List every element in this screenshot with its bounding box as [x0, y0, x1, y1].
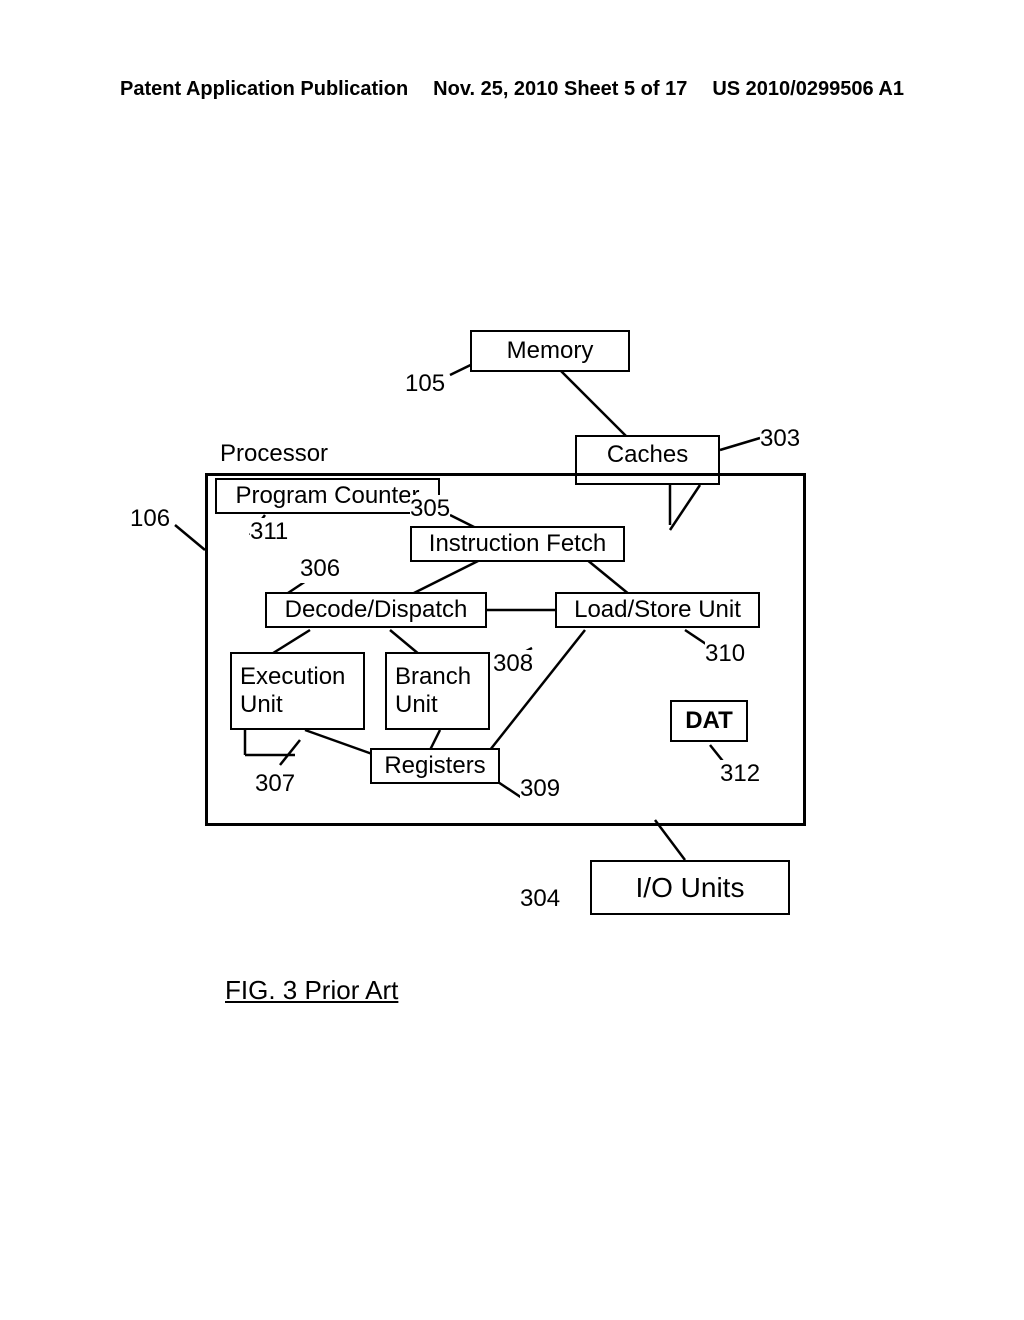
- ref-306: 306: [300, 555, 340, 583]
- dat-label: DAT: [685, 707, 733, 735]
- ifetch-label: Instruction Fetch: [429, 530, 606, 558]
- figure-label: FIG. 3 Prior Art: [225, 975, 398, 1006]
- header-left: Patent Application Publication: [120, 78, 408, 101]
- processor-diagram: Memory 105 Caches 303 Processor 106 Prog…: [130, 330, 870, 950]
- caches-label: Caches: [607, 441, 688, 469]
- decode-label: Decode/Dispatch: [285, 596, 468, 624]
- ref-304: 304: [520, 885, 560, 913]
- ref-309: 309: [520, 775, 560, 803]
- ref-312: 312: [720, 760, 760, 788]
- header-center: Nov. 25, 2010 Sheet 5 of 17: [433, 78, 687, 101]
- ref-307: 307: [255, 770, 295, 798]
- exec-label: Execution Unit: [240, 663, 345, 719]
- branch-label: Branch Unit: [395, 663, 471, 719]
- node-load-store-unit: Load/Store Unit: [555, 592, 760, 628]
- lsu-label: Load/Store Unit: [574, 596, 741, 624]
- node-io-units: I/O Units: [590, 860, 790, 915]
- ref-308: 308: [493, 650, 533, 678]
- pc-label: Program Counter: [235, 482, 419, 510]
- node-decode-dispatch: Decode/Dispatch: [265, 592, 487, 628]
- ref-305: 305: [410, 495, 450, 523]
- memory-label: Memory: [507, 337, 594, 365]
- iounits-label: I/O Units: [636, 872, 745, 904]
- node-memory: Memory: [470, 330, 630, 372]
- page-header: Patent Application Publication Nov. 25, …: [0, 78, 1024, 101]
- ref-106: 106: [130, 505, 170, 533]
- ref-105: 105: [405, 370, 445, 398]
- node-execution-unit: Execution Unit: [230, 652, 365, 730]
- processor-label: Processor: [220, 440, 328, 468]
- ref-303: 303: [760, 425, 800, 453]
- regs-label: Registers: [384, 752, 485, 780]
- ref-311: 311: [250, 518, 288, 546]
- node-dat: DAT: [670, 700, 748, 742]
- ref-310: 310: [705, 640, 745, 668]
- node-branch-unit: Branch Unit: [385, 652, 490, 730]
- node-registers: Registers: [370, 748, 500, 784]
- node-program-counter: Program Counter: [215, 478, 440, 514]
- node-instruction-fetch: Instruction Fetch: [410, 526, 625, 562]
- header-right: US 2010/0299506 A1: [712, 78, 904, 101]
